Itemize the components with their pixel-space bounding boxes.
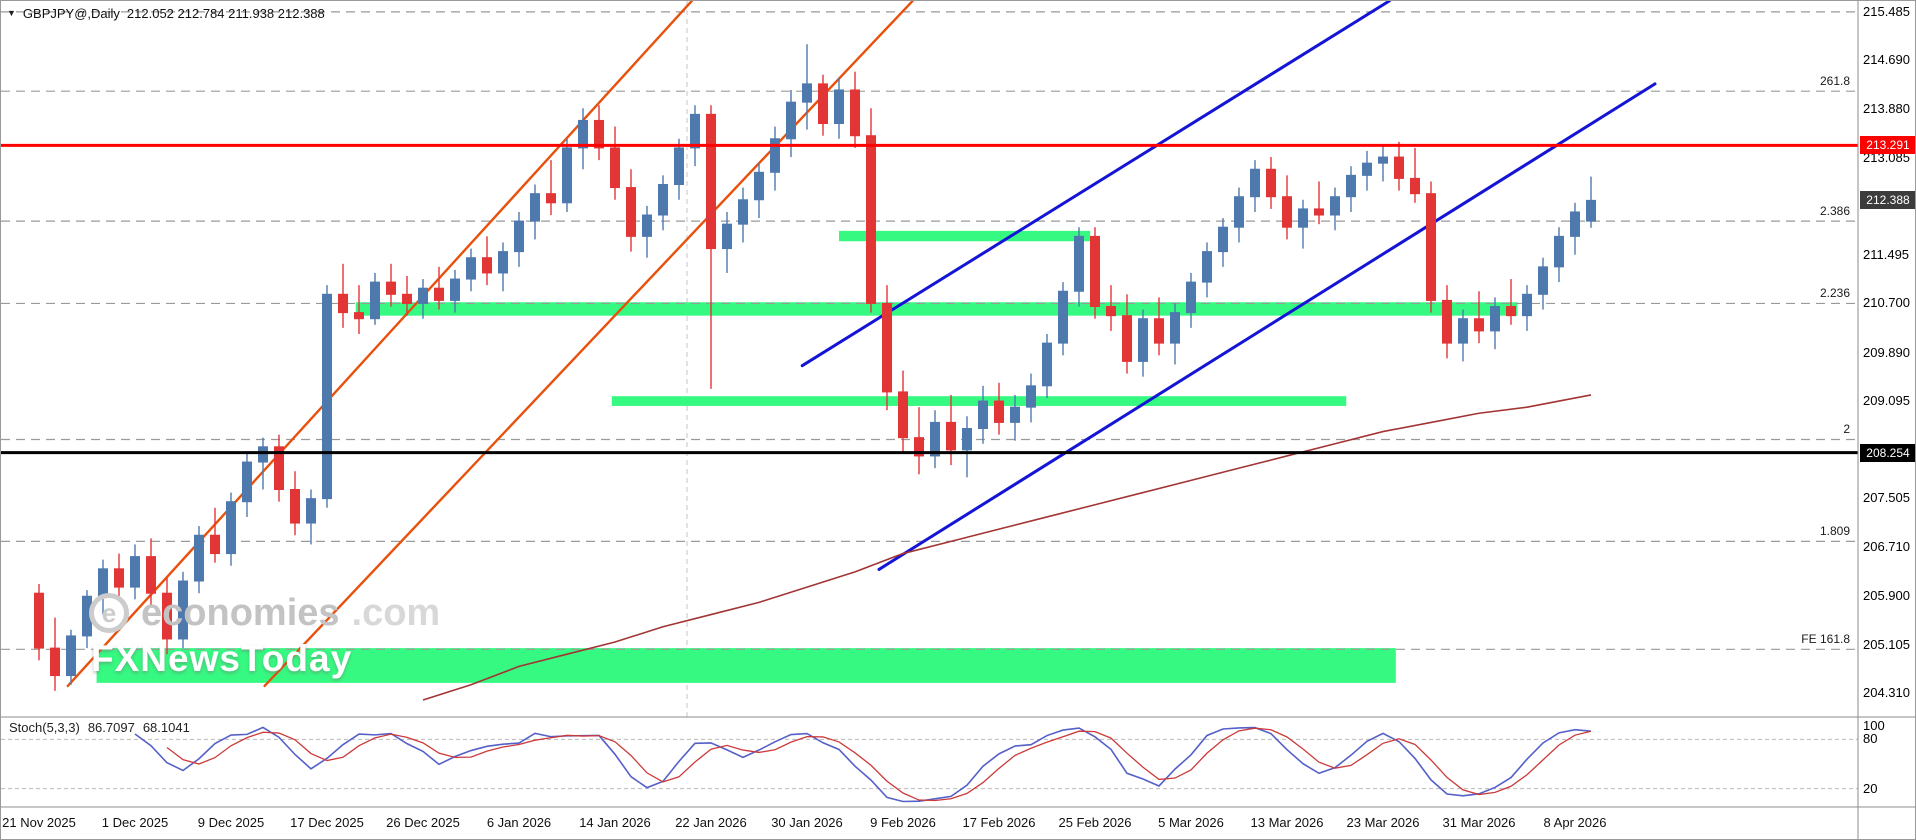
trendlines-layer xyxy=(66,1,1657,688)
watermark-brand: economies xyxy=(141,592,340,634)
price-axis-tick: 209.095 xyxy=(1863,393,1910,409)
fib-level-label: 261.8 xyxy=(1819,74,1850,89)
symbol-dropdown-icon[interactable]: ▼ xyxy=(7,8,16,18)
stochastic-title: Stoch(5,3,3) 86.7097 68.1041 xyxy=(9,720,190,735)
symbol-period-label: GBPJPY@,Daily xyxy=(22,6,120,21)
date-axis-label: 31 Mar 2026 xyxy=(1442,815,1516,830)
watermark-tld: .com xyxy=(351,592,441,634)
moving-average-layer xyxy=(422,394,1592,701)
date-axis-label: 23 Mar 2026 xyxy=(1346,815,1420,830)
stochastic-layer xyxy=(1,726,1858,803)
stochastic-signal-value: 68.1041 xyxy=(142,720,190,735)
price-badge-resistance: 213.291 xyxy=(1860,136,1915,155)
price-axis-tick: 213.880 xyxy=(1863,101,1910,117)
time-axis[interactable]: 21 Nov 2025 1 Dec 2025 9 Dec 2025 17 Dec 20… xyxy=(1,815,1915,837)
price-axis-tick: 205.105 xyxy=(1863,636,1910,652)
candles-layer xyxy=(34,44,1596,691)
fib-level-label: FE 161.8 xyxy=(1801,632,1850,647)
date-axis-label: 17 Dec 2025 xyxy=(290,815,364,830)
price-axis-tick: 210.700 xyxy=(1863,295,1910,311)
fib-level-label: 1.809 xyxy=(1819,524,1850,539)
date-axis-label: 25 Feb 2026 xyxy=(1058,815,1132,830)
date-axis-label: 9 Dec 2025 xyxy=(197,815,265,830)
chart-title-bar: ▼ GBPJPY@,Daily 212.052 212.784 211.938 … xyxy=(7,6,325,21)
date-axis-label: 21 Nov 2025 xyxy=(2,815,76,830)
price-axis-tick: 214.690 xyxy=(1863,52,1910,68)
fib-level-label: 2.236 xyxy=(1819,286,1850,301)
date-axis-label: 5 Mar 2026 xyxy=(1158,815,1224,830)
date-axis-label: 9 Feb 2026 xyxy=(870,815,936,830)
price-badge-current: 212.388 xyxy=(1860,191,1915,210)
price-axis-tick: 209.890 xyxy=(1863,344,1910,360)
date-axis-label: 26 Dec 2025 xyxy=(386,815,460,830)
watermark: e economies .com FXNewsToday xyxy=(89,593,440,677)
date-axis-label: 6 Jan 2026 xyxy=(486,815,552,830)
date-axis-label: 22 Jan 2026 xyxy=(675,815,747,830)
price-axis-tick: 204.310 xyxy=(1863,685,1910,701)
economies-logo-icon: e xyxy=(89,593,129,633)
stochastic-name: Stoch(5,3,3) xyxy=(9,720,80,735)
date-axis-label: 13 Mar 2026 xyxy=(1250,815,1324,830)
ohlc-values-label: 212.052 212.784 211.938 212.388 xyxy=(126,6,325,21)
price-badge-support: 208.254 xyxy=(1860,443,1915,462)
stoch-axis-tick: 80 xyxy=(1863,731,1878,747)
price-axis-tick: 215.485 xyxy=(1863,3,1910,19)
stochastic-main-value: 86.7097 xyxy=(87,720,135,735)
date-axis-label: 1 Dec 2025 xyxy=(101,815,169,830)
date-axis-label: 17 Feb 2026 xyxy=(962,815,1036,830)
price-axis-tick: 206.710 xyxy=(1863,538,1910,554)
date-axis-label: 30 Jan 2026 xyxy=(771,815,843,830)
stoch-axis-tick: 20 xyxy=(1863,780,1878,796)
horizontal-lines-layer xyxy=(1,143,1858,455)
date-axis-label: 14 Jan 2026 xyxy=(579,815,651,830)
watermark-site-name: FXNewsToday xyxy=(91,638,353,679)
fib-level-label: 2.386 xyxy=(1819,204,1850,219)
stoch-axis-tick: 100 xyxy=(1863,718,1885,733)
price-axis-tick: 211.495 xyxy=(1863,246,1910,262)
fib-level-label: 2 xyxy=(1843,422,1850,437)
watermark-brand-row: e economies .com xyxy=(89,593,440,633)
price-axis-tick: 207.505 xyxy=(1863,490,1910,506)
date-axis-label: 8 Apr 2026 xyxy=(1543,815,1607,830)
fib-lines-layer xyxy=(1,11,1858,650)
price-axis-tick: 205.900 xyxy=(1863,588,1910,604)
